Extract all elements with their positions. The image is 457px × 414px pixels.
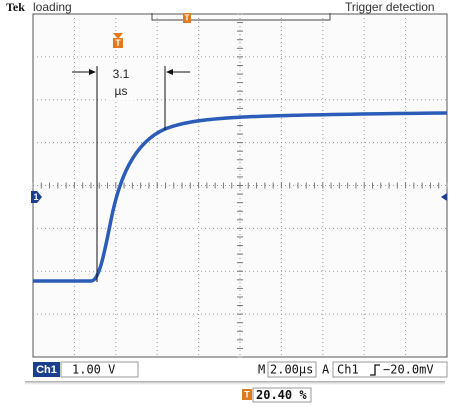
volts-per-div: 1.00 V xyxy=(72,363,115,377)
trigger-position: 20.40 % xyxy=(256,388,307,402)
trigger-marker-label: T xyxy=(115,38,121,48)
timebase-prefix: M xyxy=(258,363,265,377)
channel-badge-label: Ch1 xyxy=(36,364,57,376)
trigger-pos-icon-label: T xyxy=(244,389,250,399)
trigger-mode: A xyxy=(322,363,330,377)
brand: Tek xyxy=(6,0,25,14)
trigger-label: Trigger detection xyxy=(345,0,435,14)
annotation-unit: µs xyxy=(115,84,128,98)
time-per-div: 2.00µs xyxy=(270,363,313,377)
annotation-value: 3.1 xyxy=(113,67,130,81)
scope-screenshot: Tek loading T Trigger detection T 1 3.1 … xyxy=(0,0,457,414)
trigger-icon-label: T xyxy=(185,14,190,23)
trigger-level: −20.0mV xyxy=(383,363,434,377)
trigger-channel: Ch1 xyxy=(337,363,359,377)
channel-marker-label: 1 xyxy=(33,192,38,202)
page: {"header": {"brand": "Tek", "status": "l… xyxy=(0,0,457,414)
bezel-shadow xyxy=(25,381,445,386)
status: loading xyxy=(33,0,72,14)
